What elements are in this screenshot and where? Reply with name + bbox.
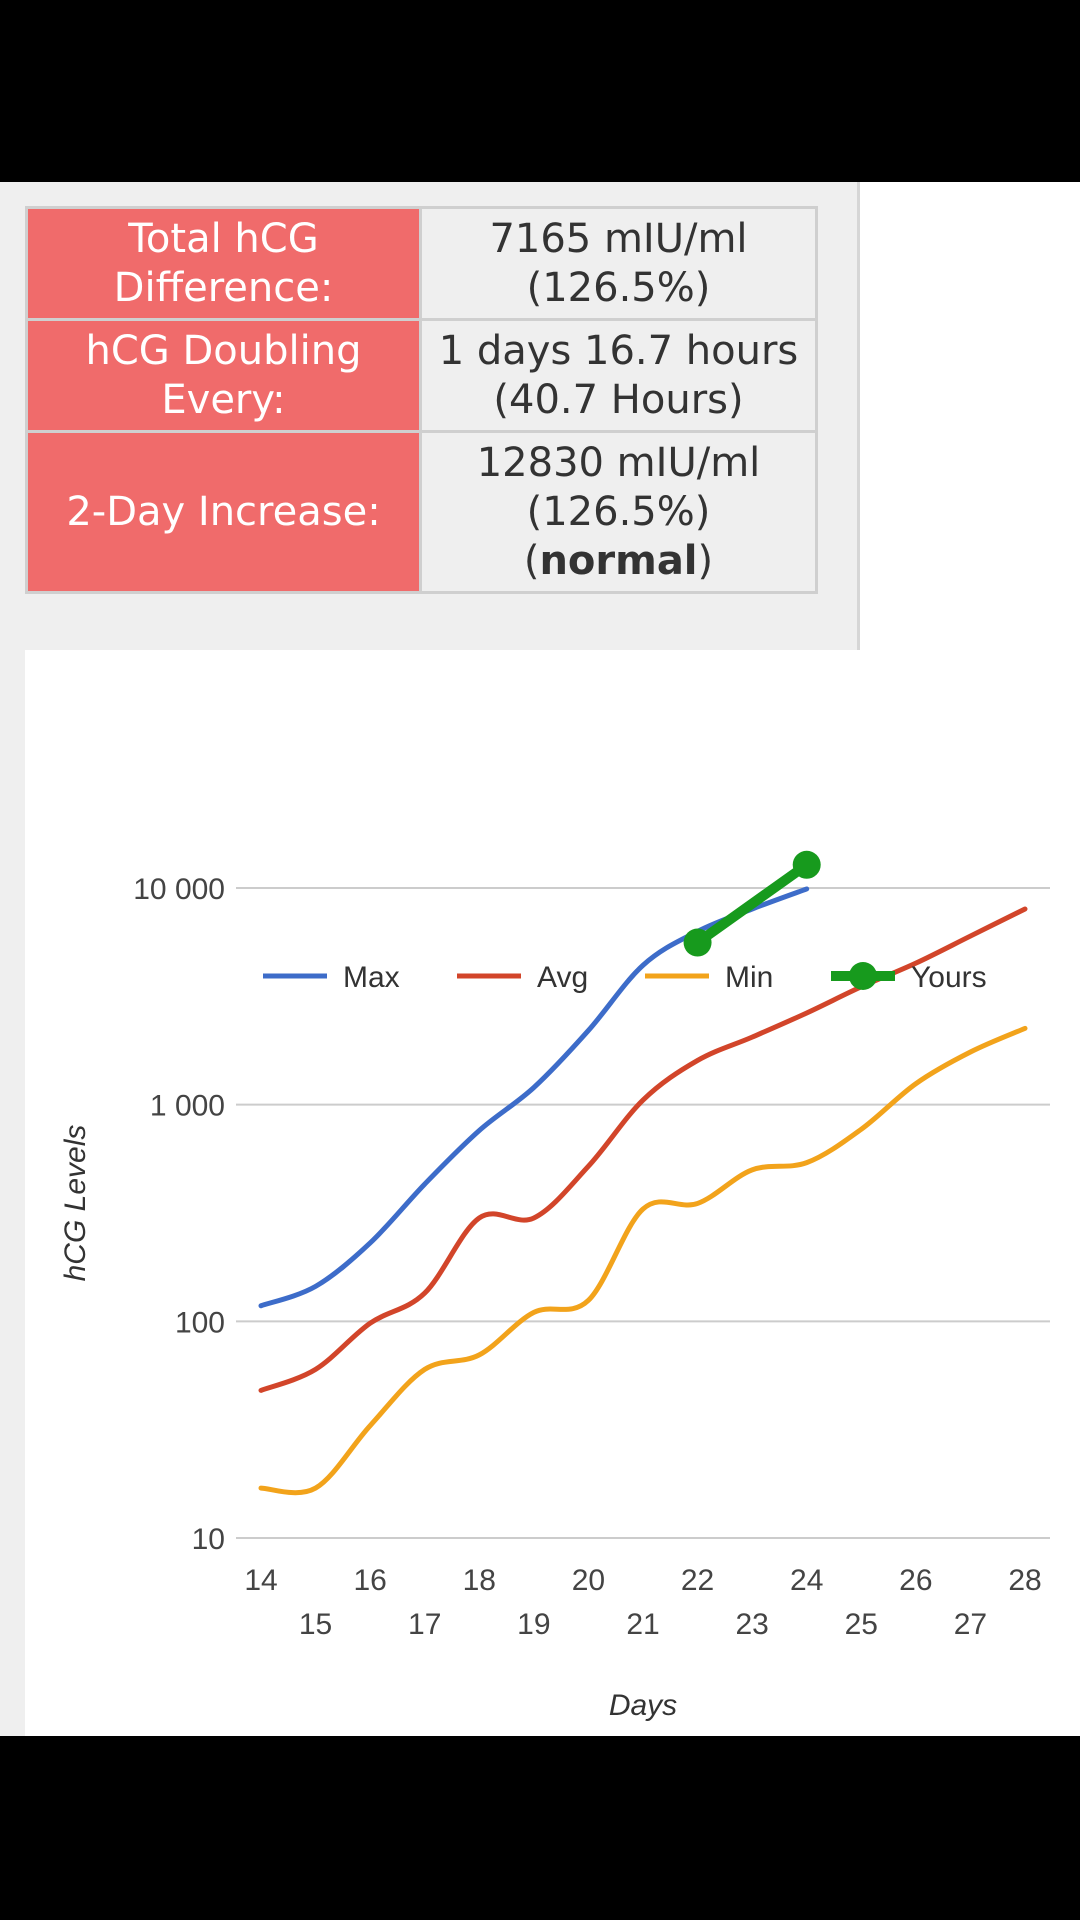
x-tick-label: 28 [1008, 1564, 1041, 1597]
page: Total hCG Difference: 7165 mIU/ml (126.5… [0, 182, 1080, 1736]
two-day-increase-label: 2-Day Increase: [25, 430, 422, 594]
series-line-min [258, 1025, 1028, 1496]
hcg-results-table: Total hCG Difference: 7165 mIU/ml (126.5… [25, 206, 818, 594]
x-tick-label: 25 [845, 1608, 878, 1641]
results-panel: Total hCG Difference: 7165 mIU/ml (126.5… [0, 182, 860, 650]
y-axis-title: hCG Levels [59, 1125, 92, 1282]
x-tick-label: 19 [517, 1608, 550, 1641]
series-line-max [258, 886, 810, 1309]
legend-marker-yours [849, 962, 877, 990]
x-tick-label: 26 [899, 1564, 932, 1597]
x-tick-label: 20 [572, 1564, 605, 1597]
total-difference-label: Total hCG Difference: [25, 206, 422, 321]
status-badge: normal [539, 537, 698, 584]
two-day-increase-value: 12830 mIU/ml (126.5%) (normal) [419, 430, 818, 594]
table-row: Total hCG Difference: 7165 mIU/ml (126.5… [25, 206, 818, 321]
x-tick-label: 24 [790, 1564, 823, 1597]
table-row: 2-Day Increase: 12830 mIU/ml (126.5%) (n… [25, 430, 818, 594]
left-margin [0, 650, 25, 1736]
table-row: hCG Doubling Every: 1 days 16.7 hours (4… [25, 318, 818, 433]
x-tick-label: 16 [353, 1564, 386, 1597]
hcg-chart-container: 10 100 1 000 10 000 14 15 16 17 18 19 20 21 22 23 24 25… [25, 650, 1080, 1736]
x-tick-label: 14 [244, 1564, 277, 1597]
legend-label-avg: Avg [537, 961, 588, 994]
y-tick-label: 10 000 [133, 873, 225, 906]
legend-label-max: Max [343, 961, 400, 994]
y-tick-label: 10 [192, 1523, 225, 1556]
hcg-chart: 10 100 1 000 10 000 14 15 16 17 18 19 20 21 22 23 24 25… [59, 850, 1050, 1722]
legend-label-yours: Yours [911, 961, 987, 994]
total-difference-value: 7165 mIU/ml (126.5%) [419, 206, 818, 321]
x-tick-label: 18 [463, 1564, 496, 1597]
series-line-yours [692, 859, 812, 948]
data-point-yours [683, 928, 712, 957]
legend-label-min: Min [725, 961, 773, 994]
data-point-yours [792, 850, 821, 879]
doubling-time-label: hCG Doubling Every: [25, 318, 422, 433]
x-tick-label: 17 [408, 1608, 441, 1641]
x-tick-label: 21 [626, 1608, 659, 1641]
x-tick-label: 22 [681, 1564, 714, 1597]
y-tick-label: 1 000 [150, 1090, 225, 1123]
x-tick-label: 27 [954, 1608, 987, 1641]
x-tick-label: 15 [299, 1608, 332, 1641]
doubling-time-value: 1 days 16.7 hours (40.7 Hours) [419, 318, 818, 433]
x-tick-label: 23 [735, 1608, 768, 1641]
x-axis-title: Days [609, 1689, 677, 1722]
y-tick-label: 100 [175, 1306, 225, 1339]
